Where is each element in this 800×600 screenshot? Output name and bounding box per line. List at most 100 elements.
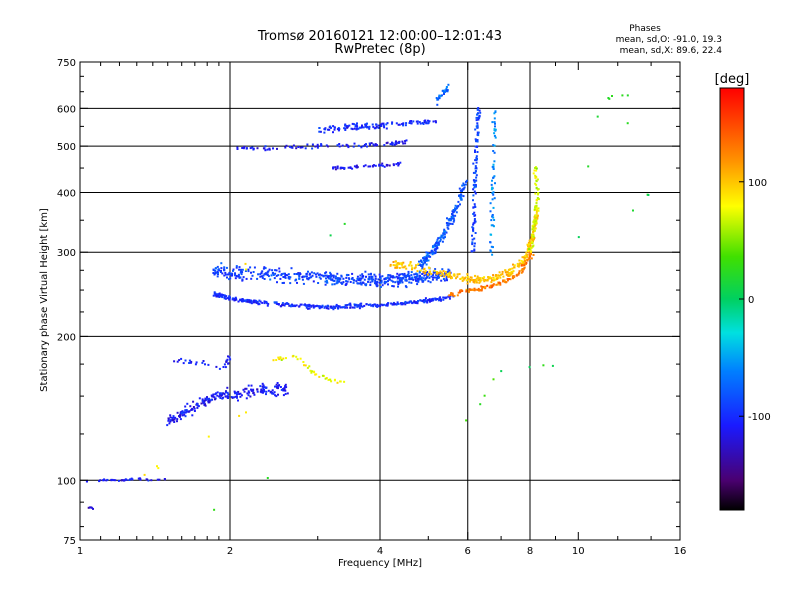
data-point bbox=[493, 144, 496, 147]
data-point bbox=[139, 477, 142, 480]
data-point bbox=[471, 288, 474, 291]
data-point bbox=[295, 304, 298, 307]
data-point bbox=[475, 139, 477, 142]
data-point bbox=[362, 281, 365, 284]
data-point bbox=[463, 186, 466, 189]
data-point bbox=[319, 273, 321, 276]
data-point bbox=[364, 164, 367, 167]
data-point bbox=[425, 263, 428, 266]
data-point bbox=[259, 385, 262, 388]
data-point bbox=[260, 388, 263, 391]
data-point bbox=[346, 125, 349, 128]
data-point bbox=[533, 219, 536, 222]
data-point bbox=[447, 224, 450, 227]
data-point bbox=[226, 273, 229, 276]
data-point bbox=[425, 273, 428, 276]
data-point bbox=[279, 277, 282, 280]
data-point bbox=[284, 303, 287, 305]
data-point bbox=[462, 277, 465, 280]
data-point bbox=[377, 305, 379, 308]
data-point bbox=[146, 478, 149, 481]
data-point bbox=[528, 366, 531, 369]
data-point bbox=[504, 269, 507, 272]
data-point bbox=[268, 268, 271, 271]
data-point bbox=[223, 274, 226, 277]
data-point bbox=[451, 213, 454, 216]
data-point bbox=[338, 277, 341, 280]
data-point bbox=[329, 271, 332, 274]
data-point bbox=[273, 301, 276, 304]
data-point bbox=[410, 120, 413, 122]
data-point bbox=[493, 219, 496, 221]
data-point bbox=[287, 303, 290, 305]
data-point bbox=[489, 284, 492, 287]
data-point bbox=[508, 268, 511, 271]
data-point bbox=[278, 358, 281, 361]
data-point bbox=[445, 231, 448, 234]
data-point bbox=[259, 300, 262, 303]
data-point bbox=[299, 357, 302, 360]
data-point bbox=[213, 396, 216, 399]
data-point bbox=[228, 296, 231, 299]
data-point bbox=[499, 283, 502, 286]
data-point bbox=[445, 277, 448, 280]
data-point bbox=[472, 213, 475, 215]
data-point bbox=[498, 274, 501, 277]
data-point bbox=[440, 274, 443, 277]
data-point bbox=[521, 256, 524, 259]
data-point bbox=[492, 378, 495, 381]
data-point bbox=[523, 262, 526, 265]
data-point bbox=[328, 128, 331, 131]
data-point bbox=[346, 306, 349, 309]
data-point bbox=[460, 289, 462, 292]
data-point bbox=[326, 281, 328, 284]
data-point bbox=[404, 302, 407, 304]
data-point bbox=[358, 126, 361, 129]
data-point bbox=[324, 283, 327, 286]
data-point bbox=[252, 388, 255, 391]
data-point bbox=[421, 265, 424, 268]
data-point bbox=[506, 278, 509, 280]
data-point bbox=[381, 122, 384, 125]
x-tick-label: 6 bbox=[465, 546, 471, 557]
data-point bbox=[508, 278, 510, 280]
data-point bbox=[391, 122, 393, 125]
data-point bbox=[339, 166, 342, 169]
data-point bbox=[204, 404, 207, 407]
data-point bbox=[288, 304, 291, 307]
data-point bbox=[457, 200, 460, 203]
data-point bbox=[533, 208, 536, 211]
data-point bbox=[277, 356, 280, 359]
data-point bbox=[537, 207, 540, 210]
data-point bbox=[528, 257, 531, 260]
data-point bbox=[451, 223, 454, 225]
data-point bbox=[122, 479, 125, 482]
data-point bbox=[418, 276, 421, 279]
data-point bbox=[501, 273, 504, 275]
y-tick-label: 400 bbox=[57, 188, 76, 199]
data-point bbox=[438, 297, 441, 300]
data-point bbox=[181, 410, 184, 413]
data-point bbox=[434, 250, 437, 253]
data-point bbox=[173, 360, 176, 363]
data-point bbox=[442, 232, 445, 235]
data-point bbox=[385, 127, 388, 130]
data-point bbox=[239, 299, 242, 302]
data-point bbox=[334, 306, 337, 309]
data-point bbox=[439, 296, 442, 299]
data-point bbox=[294, 305, 297, 308]
data-point bbox=[376, 144, 378, 147]
data-point bbox=[491, 284, 494, 287]
data-point bbox=[326, 304, 329, 307]
data-point bbox=[322, 274, 325, 277]
data-point bbox=[474, 214, 477, 217]
data-point bbox=[473, 289, 476, 292]
data-point bbox=[370, 272, 372, 275]
data-point bbox=[394, 266, 397, 269]
data-point bbox=[436, 244, 438, 247]
data-point bbox=[473, 248, 476, 251]
data-point bbox=[213, 272, 216, 275]
data-point bbox=[167, 419, 170, 422]
data-point bbox=[365, 303, 368, 306]
data-point bbox=[266, 148, 269, 151]
